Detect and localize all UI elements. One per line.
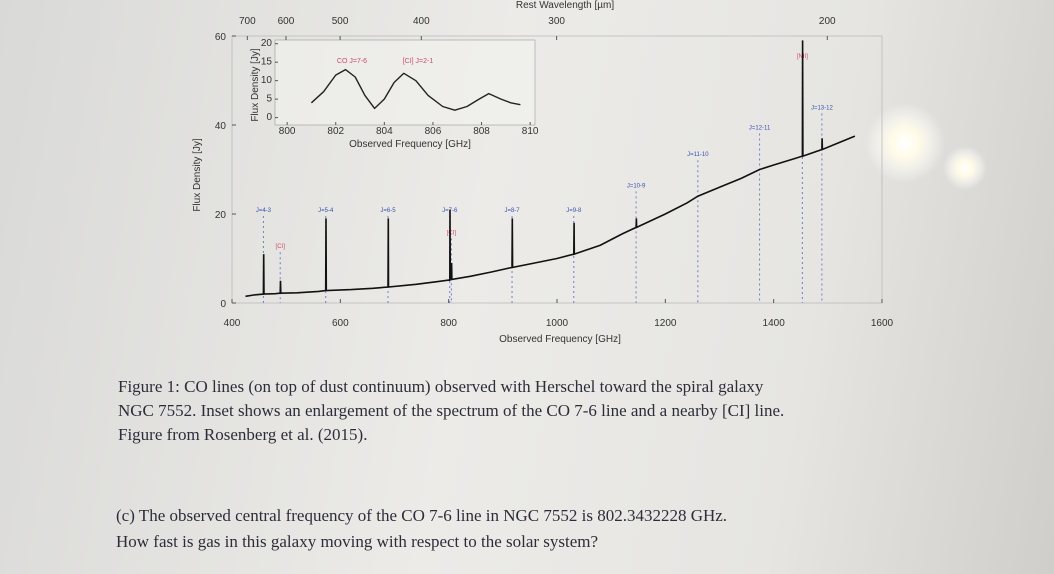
spectrum <box>245 40 856 298</box>
top-tick-label: 700 <box>239 16 256 27</box>
x-tick-label: 600 <box>332 318 349 329</box>
inset-line-label: [CI] J=2-1 <box>403 58 434 65</box>
line-label: J=6-5 <box>380 208 396 214</box>
question-line: (c) The observed central frequency of th… <box>116 506 727 525</box>
x-tick-label: 1600 <box>871 318 894 329</box>
line-label: J=8-7 <box>504 208 520 214</box>
inset-x-tick-label: 802 <box>327 126 344 137</box>
top-tick-label: 400 <box>413 16 430 27</box>
line-label: J=4-3 <box>256 208 272 214</box>
y-tick-label: 60 <box>215 32 227 43</box>
y-tick-label: 0 <box>220 299 226 310</box>
light-glare <box>865 103 945 183</box>
top-tick-label: 500 <box>332 16 349 27</box>
line-label: [CI] <box>447 230 457 236</box>
x-tick-label: 1200 <box>654 318 677 329</box>
caption-line: Figure 1: CO lines (on top of dust conti… <box>118 377 764 396</box>
inset-x-label: Observed Frequency [GHz] <box>349 139 471 150</box>
top-axis-label: Rest Wavelength [µm] <box>516 0 614 11</box>
y-tick-label: 40 <box>215 121 227 132</box>
x-axis-label: Observed Frequency [GHz] <box>499 334 621 345</box>
caption-line: Figure from Rosenberg et al. (2015). <box>118 425 367 444</box>
inset-y-tick-label: 5 <box>266 94 272 105</box>
x-tick-label: 400 <box>224 318 241 329</box>
top-tick-label: 300 <box>548 16 565 27</box>
inset-x-tick-label: 800 <box>279 126 296 137</box>
x-tick-label: 800 <box>440 318 457 329</box>
line-label: J=5-4 <box>318 208 334 214</box>
caption-line: NGC 7552. Inset shows an enlargement of … <box>118 401 784 420</box>
x-tick-label: 1000 <box>546 318 569 329</box>
inset-x-tick-label: 806 <box>425 126 442 137</box>
light-glare <box>943 146 987 190</box>
inset-x-tick-label: 810 <box>522 126 539 137</box>
inset-frame <box>274 39 536 126</box>
line-label: [CI] <box>276 244 286 250</box>
inset-spectrum <box>310 68 521 111</box>
inset-line-label: CO J=7-6 <box>337 58 367 65</box>
line-label: J=11-10 <box>687 152 709 158</box>
inset-y-label: Flux Density [Jy] <box>250 48 261 122</box>
y-axis-label: Flux Density [Jy] <box>192 138 203 212</box>
question-line: How fast is gas in this galaxy moving wi… <box>116 532 598 551</box>
line-label: J=9-8 <box>566 208 582 214</box>
line-label: J=12-11 <box>749 126 771 132</box>
inset-y-tick-label: 15 <box>261 57 273 68</box>
top-tick-label: 200 <box>819 16 836 27</box>
line-label: J=13-12 <box>811 105 834 111</box>
line-label: J=10-9 <box>627 183 646 189</box>
inset-x-tick-label: 804 <box>376 126 393 137</box>
y-tick-label: 20 <box>215 210 227 221</box>
x-tick-label: 1400 <box>763 318 786 329</box>
inset-x-tick-label: 808 <box>473 126 490 137</box>
inset-y-tick-label: 20 <box>261 38 273 49</box>
inset-y-tick-label: 10 <box>261 75 273 86</box>
top-tick-label: 600 <box>278 16 295 27</box>
inset-y-tick-label: 0 <box>266 112 272 123</box>
